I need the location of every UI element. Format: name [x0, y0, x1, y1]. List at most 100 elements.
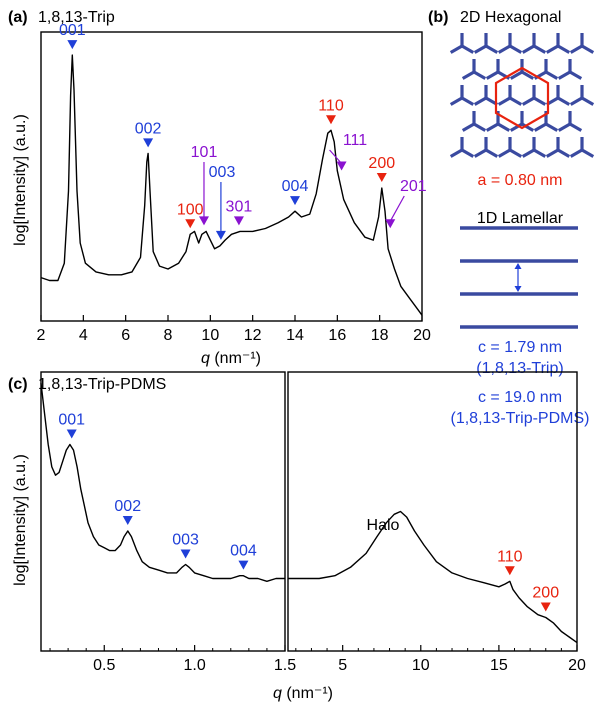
- lattice-molecule-arm: [485, 148, 499, 158]
- x-tick-label: 1.0: [184, 657, 206, 674]
- panel-c-letter: (c): [8, 376, 28, 393]
- lattice-molecule-arm: [485, 44, 499, 54]
- lattice-molecule-arm: [485, 70, 499, 80]
- lattice-molecule-arm: [473, 148, 487, 158]
- lattice-molecule-arm: [461, 44, 475, 54]
- panel-b-letter: (b): [428, 9, 448, 26]
- panel-c-left-x-ticks: 0.5 1.0 1.5: [49, 645, 296, 674]
- peak-marker: [180, 549, 191, 559]
- lamellar-layers: [460, 226, 578, 329]
- peak-marker: [143, 138, 154, 148]
- lattice-molecule-arm: [533, 148, 547, 158]
- peak-label: 200: [532, 585, 559, 602]
- x-tick-label: 1.5: [274, 657, 296, 674]
- lattice-molecule-arm: [449, 96, 463, 106]
- x-tick-label: 18: [371, 327, 389, 344]
- arrow-head-down: [514, 286, 522, 292]
- x-tick-label: 6: [121, 327, 130, 344]
- hexagonal-lattice: [449, 33, 595, 158]
- panel-c-xlabel-q: q: [273, 685, 282, 702]
- lattice-molecule-arm: [545, 70, 559, 80]
- panel-c-ylabel: log[Intensity] (a.u.): [12, 454, 29, 586]
- lattice-molecule-arm: [473, 70, 487, 80]
- peak-label: 111: [343, 132, 367, 149]
- lattice-molecule-arm: [497, 96, 511, 106]
- lattice-molecule-arm: [569, 148, 583, 158]
- peak-label: 301: [226, 198, 253, 215]
- lattice-molecule-arm: [521, 122, 535, 132]
- scattering-curve: [288, 510, 578, 644]
- lattice-molecule-arm: [473, 44, 487, 54]
- lattice-molecule-arm: [509, 96, 523, 106]
- lattice-molecule-arm: [509, 70, 523, 80]
- lattice-molecule-arm: [533, 96, 547, 106]
- panel-c-left-frame: [40, 371, 286, 652]
- panel-c-xlabel: q (nm⁻¹): [273, 685, 333, 702]
- peak-marker: [233, 216, 244, 226]
- peak-marker: [67, 40, 78, 50]
- panel-c-right-x-ticks: 5 10 15 20: [295, 645, 586, 674]
- lattice-molecule-arm: [521, 44, 535, 54]
- lattice-molecule-arm: [569, 96, 583, 106]
- x-tick-label: 20: [568, 657, 586, 674]
- panel-a-frame: [40, 31, 423, 322]
- hex-lattice-parameter: a = 0.80 nm: [478, 172, 563, 189]
- peak-marker: [238, 560, 249, 570]
- lattice-molecule-arm: [509, 148, 523, 158]
- hexagonal-unit-cell: [494, 66, 550, 130]
- peak-marker: [376, 173, 387, 183]
- lattice-molecule-arm: [461, 70, 475, 80]
- lattice-molecule-arm: [581, 96, 595, 106]
- peak-marker: [504, 566, 515, 576]
- lattice-molecule-arm: [557, 122, 571, 132]
- c-spacing-trip: c = 1.79 nm: [478, 339, 562, 356]
- x-tick-label: 2: [37, 327, 46, 344]
- panel-a-curve-group: [40, 54, 423, 316]
- x-tick-label: 20: [413, 327, 431, 344]
- lattice-molecule-arm: [557, 96, 571, 106]
- panel-c-title: 1,8,13-Trip-PDMS: [38, 376, 166, 393]
- peak-marker: [122, 516, 133, 526]
- lattice-molecule-arm: [473, 96, 487, 106]
- peak-label: 200: [368, 155, 395, 172]
- x-tick-label: 14: [286, 327, 304, 344]
- lattice-molecule-arm: [485, 122, 499, 132]
- lattice-molecule-arm: [497, 122, 511, 132]
- lattice-molecule-arm: [521, 148, 535, 158]
- halo-label: Halo: [367, 517, 400, 534]
- peak-marker: [290, 196, 300, 206]
- x-tick-label: 5: [338, 657, 347, 674]
- lattice-molecule-arm: [581, 44, 595, 54]
- lattice-molecule-arm: [581, 148, 595, 158]
- peak-marker: [215, 230, 226, 240]
- lattice-molecule-arm: [521, 70, 535, 80]
- lattice-molecule-arm: [569, 44, 583, 54]
- c-spacing-pdms: c = 19.0 nm: [478, 389, 562, 406]
- lattice-molecule-arm: [545, 44, 559, 54]
- lattice-molecule-arm: [533, 122, 547, 132]
- peak-label: 110: [497, 548, 523, 565]
- lattice-molecule-arm: [569, 70, 583, 80]
- panel-c-annotations: 001 002 003 004 110 200: [58, 412, 559, 612]
- panel-c-right-frame: [287, 371, 578, 652]
- x-tick-label: 8: [164, 327, 173, 344]
- c-spacing-trip-sample: (1,8,13-Trip): [476, 360, 563, 377]
- peak-marker: [385, 219, 396, 229]
- lattice-molecule-arm: [497, 148, 511, 158]
- lattice-molecule-arm: [461, 96, 475, 106]
- peak-marker: [185, 219, 196, 229]
- arrow-head-up: [514, 263, 522, 269]
- peak-marker-stem: [389, 195, 405, 222]
- x-tick-label: 10: [412, 657, 430, 674]
- peak-marker: [540, 602, 551, 612]
- panel-b-title: 2D Hexagonal: [460, 9, 561, 26]
- lattice-molecule-arm: [521, 96, 535, 106]
- lattice-molecule-arm: [569, 122, 583, 132]
- lattice-molecule-arm: [533, 44, 547, 54]
- c-spacing-pdms-sample: (1,8,13-Trip-PDMS): [451, 410, 590, 427]
- lattice-molecule-arm: [545, 122, 559, 132]
- lattice-molecule-arm: [509, 44, 523, 54]
- peak-label: 201: [400, 178, 427, 195]
- peak-marker-stem: [329, 149, 343, 164]
